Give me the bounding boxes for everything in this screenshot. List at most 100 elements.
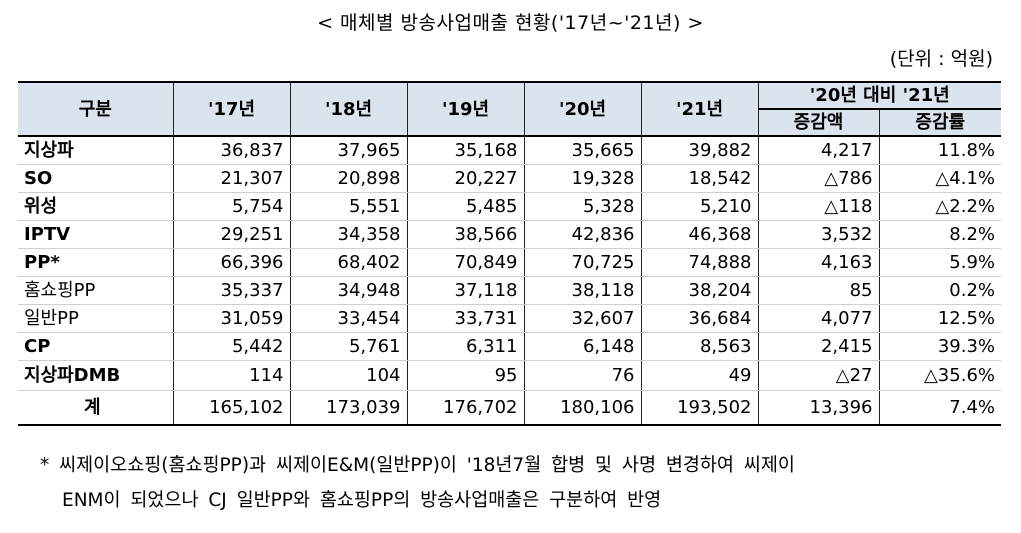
change-amount-cell: 3,532 (757, 220, 880, 249)
row-label: CP (18, 332, 174, 361)
year-value-cell: 19,328 (523, 164, 642, 193)
row-label: 위성 (18, 192, 174, 221)
year-value-cell: 8,563 (640, 332, 759, 361)
change-amount-cell: △118 (757, 192, 880, 221)
year-value-cell: 5,328 (523, 192, 642, 221)
change-amount-cell: 13,396 (757, 390, 880, 426)
year-value-cell: 5,210 (640, 192, 759, 221)
change-amount-cell: △786 (757, 164, 880, 193)
table-title: < 매체별 방송사업매출 현황('17년~'21년) > (317, 12, 704, 34)
year-value-cell: 35,337 (172, 276, 291, 305)
year-value-cell: 33,454 (289, 304, 408, 333)
year-value-cell: 66,396 (172, 248, 291, 277)
header-change-rate: 증감률 (878, 108, 1001, 137)
row-label: 일반PP (18, 304, 174, 333)
change-rate-cell: 39.3% (878, 332, 1001, 361)
year-value-cell: 70,725 (523, 248, 642, 277)
table-row: IPTV 29,251 34,358 38,566 42,836 46,368 3,532 8… (18, 220, 1001, 249)
year-value-cell: 104 (289, 360, 408, 391)
row-label: 지상파 (18, 135, 174, 165)
year-value-cell: 34,948 (289, 276, 408, 305)
change-rate-cell: 5.9% (878, 248, 1001, 277)
table-row: PP* 66,396 68,402 70,849 70,725 74,888 4,163 5.… (18, 248, 1001, 277)
year-value-cell: 114 (172, 360, 291, 391)
change-rate-cell: △2.2% (878, 192, 1001, 221)
table-row: 일반PP 31,059 33,454 33,731 32,607 36,684 4,077 1… (18, 304, 1001, 333)
year-value-cell: 20,227 (406, 164, 525, 193)
row-label: 계 (18, 390, 174, 426)
year-value-cell: 36,837 (172, 135, 291, 165)
year-value-cell: 180,106 (523, 390, 642, 426)
header-year: '18년 (289, 81, 408, 137)
row-label: SO (18, 164, 174, 193)
change-rate-cell: 0.2% (878, 276, 1001, 305)
header-year: '21년 (640, 81, 759, 137)
unit-label: (단위 : 억원) (889, 48, 993, 70)
year-value-cell: 193,502 (640, 390, 759, 426)
year-value-cell: 37,118 (406, 276, 525, 305)
year-value-cell: 95 (406, 360, 525, 391)
year-value-cell: 6,311 (406, 332, 525, 361)
year-value-cell: 29,251 (172, 220, 291, 249)
year-value-cell: 35,168 (406, 135, 525, 165)
table-row: 위성 5,754 5,551 5,485 5,328 5,210 △118 △2.2% (18, 192, 1001, 221)
year-value-cell: 38,566 (406, 220, 525, 249)
year-value-cell: 76 (523, 360, 642, 391)
change-rate-cell: △4.1% (878, 164, 1001, 193)
year-value-cell: 20,898 (289, 164, 408, 193)
change-amount-cell: 4,163 (757, 248, 880, 277)
year-value-cell: 38,204 (640, 276, 759, 305)
total-row: 계 165,102 173,039 176,702 180,106 193,502 13,3… (18, 390, 1001, 426)
row-label: 지상파DMB (18, 360, 174, 391)
year-value-cell: 49 (640, 360, 759, 391)
year-value-cell: 18,542 (640, 164, 759, 193)
revenue-table: 구분 '17년 '18년 '19년 '20년 '21년 '20년 대비 '21년… (18, 81, 1001, 426)
year-value-cell: 36,684 (640, 304, 759, 333)
change-rate-cell: 12.5% (878, 304, 1001, 333)
year-value-cell: 5,761 (289, 332, 408, 361)
header-year: '17년 (172, 81, 291, 137)
year-value-cell: 5,551 (289, 192, 408, 221)
year-value-cell: 37,965 (289, 135, 408, 165)
row-label: 홈쇼핑PP (18, 276, 174, 305)
table-row: 지상파DMB 114 104 95 76 49 △27 △35.6% (18, 360, 1001, 391)
year-value-cell: 173,039 (289, 390, 408, 426)
change-amount-cell: 2,415 (757, 332, 880, 361)
change-rate-cell: 11.8% (878, 135, 1001, 165)
change-amount-cell: 4,077 (757, 304, 880, 333)
change-rate-cell: △35.6% (878, 360, 1001, 391)
change-rate-cell: 7.4% (878, 390, 1001, 426)
year-value-cell: 38,118 (523, 276, 642, 305)
footnote-line-1: * 씨제이오쇼핑(홈쇼핑PP)과 씨제이E&M(일반PP)이 '18년7월 합병… (40, 455, 795, 476)
year-value-cell: 6,148 (523, 332, 642, 361)
year-value-cell: 176,702 (406, 390, 525, 426)
table-row: 지상파 36,837 37,965 35,168 35,665 39,882 4,217 11… (18, 135, 1001, 165)
change-amount-cell: 85 (757, 276, 880, 305)
year-value-cell: 5,442 (172, 332, 291, 361)
year-value-cell: 31,059 (172, 304, 291, 333)
table-row: SO 21,307 20,898 20,227 19,328 18,542 △786 △4.1… (18, 164, 1001, 193)
change-amount-cell: △27 (757, 360, 880, 391)
change-rate-cell: 8.2% (878, 220, 1001, 249)
year-value-cell: 5,485 (406, 192, 525, 221)
table-row: 홈쇼핑PP 35,337 34,948 37,118 38,118 38,204 85 0.2… (18, 276, 1001, 305)
year-value-cell: 74,888 (640, 248, 759, 277)
year-value-cell: 39,882 (640, 135, 759, 165)
year-value-cell: 21,307 (172, 164, 291, 193)
header-comparison: '20년 대비 '21년 (757, 81, 1001, 110)
footnote-line-2: ENM이 되었으나 CJ 일반PP와 홈쇼핑PP의 방송사업매출은 구분하여 반… (62, 490, 662, 511)
header-change-amount: 증감액 (758, 108, 880, 137)
change-amount-cell: 4,217 (757, 135, 880, 165)
year-value-cell: 5,754 (172, 192, 291, 221)
year-value-cell: 34,358 (289, 220, 408, 249)
row-label: IPTV (18, 220, 174, 249)
year-value-cell: 35,665 (523, 135, 642, 165)
row-label: PP* (18, 248, 174, 277)
year-value-cell: 165,102 (172, 390, 291, 426)
header-year: '20년 (523, 81, 642, 137)
year-value-cell: 46,368 (640, 220, 759, 249)
year-value-cell: 42,836 (523, 220, 642, 249)
year-value-cell: 33,731 (406, 304, 525, 333)
header-year: '19년 (406, 81, 525, 137)
year-value-cell: 68,402 (289, 248, 408, 277)
